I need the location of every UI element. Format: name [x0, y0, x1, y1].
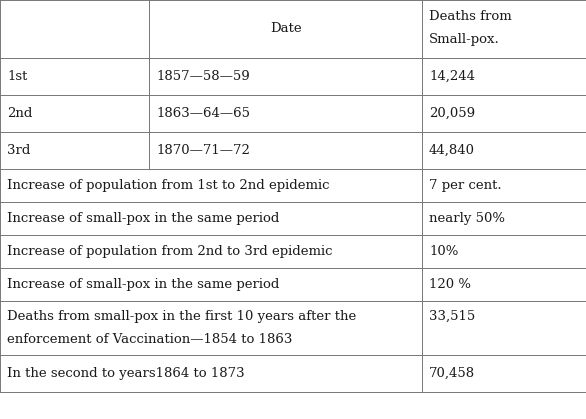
Text: Increase of small-pox in the same period: Increase of small-pox in the same period [7, 278, 280, 291]
Text: Increase of population from 2nd to 3rd epidemic: Increase of population from 2nd to 3rd e… [7, 245, 332, 258]
Text: 7 per cent.: 7 per cent. [429, 179, 502, 192]
Text: 10%: 10% [429, 245, 458, 258]
Text: Deaths from small-pox in the first 10 years after the: Deaths from small-pox in the first 10 ye… [7, 310, 356, 323]
Text: 3rd: 3rd [7, 144, 30, 157]
Text: In the second to years1864 to 1873: In the second to years1864 to 1873 [7, 367, 245, 380]
Text: 1st: 1st [7, 70, 28, 83]
Text: 20,059: 20,059 [429, 107, 475, 120]
Text: Date: Date [270, 23, 301, 36]
Text: 33,515: 33,515 [429, 310, 475, 323]
Text: 2nd: 2nd [7, 107, 32, 120]
Text: nearly 50%: nearly 50% [429, 212, 505, 225]
Text: 120 %: 120 % [429, 278, 471, 291]
Text: Increase of small-pox in the same period: Increase of small-pox in the same period [7, 212, 280, 225]
Text: 14,244: 14,244 [429, 70, 475, 83]
Text: 1870—71—72: 1870—71—72 [156, 144, 250, 157]
Text: 1857—58—59: 1857—58—59 [156, 70, 250, 83]
Text: Small-pox.: Small-pox. [429, 33, 500, 46]
Text: Increase of population from 1st to 2nd epidemic: Increase of population from 1st to 2nd e… [7, 179, 329, 192]
Text: Deaths from: Deaths from [429, 10, 512, 23]
Text: 44,840: 44,840 [429, 144, 475, 157]
Text: 70,458: 70,458 [429, 367, 475, 380]
Text: 1863—64—65: 1863—64—65 [156, 107, 250, 120]
Text: enforcement of Vaccination—1854 to 1863: enforcement of Vaccination—1854 to 1863 [7, 333, 292, 346]
